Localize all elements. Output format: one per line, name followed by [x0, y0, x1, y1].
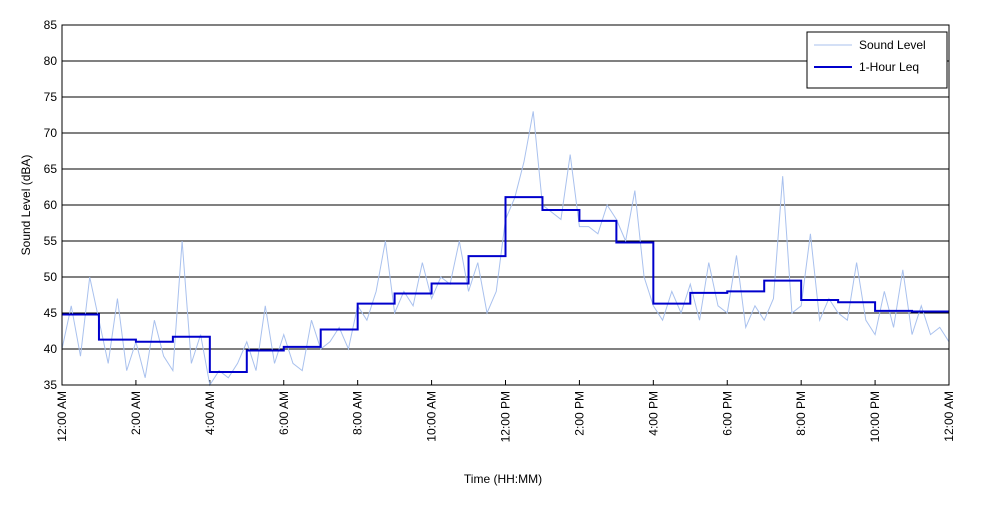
y-tick-label: 80 [44, 54, 58, 68]
y-tick-label: 55 [44, 234, 58, 248]
y-tick-label: 75 [44, 90, 58, 104]
x-tick-label: 12:00 AM [55, 391, 69, 442]
y-tick-label: 40 [44, 342, 58, 356]
x-tick-label: 6:00 PM [720, 391, 734, 436]
legend-label: Sound Level [859, 38, 926, 52]
x-tick-label: 8:00 PM [794, 391, 808, 436]
x-tick-label: 8:00 AM [351, 391, 365, 435]
y-tick-label: 45 [44, 306, 58, 320]
x-tick-label: 12:00 AM [942, 391, 956, 442]
y-tick-label: 50 [44, 270, 58, 284]
x-tick-label: 10:00 AM [425, 391, 439, 442]
plot-frame [61, 24, 950, 386]
x-tick-label: 2:00 AM [129, 391, 143, 435]
x-tick-label: 4:00 AM [203, 391, 217, 435]
x-tick-label: 6:00 AM [277, 391, 291, 435]
y-axis-label: Sound Level (dBA) [19, 155, 33, 256]
y-tick-label: 35 [44, 378, 58, 392]
y-tick-label: 70 [44, 126, 58, 140]
x-tick-label: 4:00 PM [646, 391, 660, 436]
x-tick-label: 10:00 PM [868, 391, 882, 442]
x-tick-label: 2:00 PM [572, 391, 586, 436]
legend-box [806, 31, 948, 89]
y-tick-label: 65 [44, 162, 58, 176]
legend-label: 1-Hour Leq [859, 60, 919, 74]
y-tick-label: 85 [44, 18, 58, 32]
y-tick-label: 60 [44, 198, 58, 212]
x-axis-label: Time (HH:MM) [464, 472, 542, 486]
step-line [62, 196, 949, 374]
x-tick-label: 12:00 PM [499, 391, 513, 442]
